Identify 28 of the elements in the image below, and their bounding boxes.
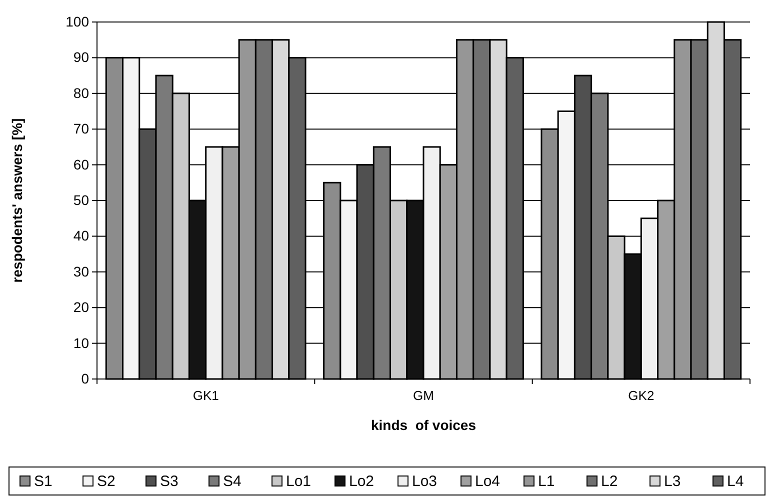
legend-label: L4: [727, 473, 744, 490]
y-tick-label: 30: [73, 263, 90, 280]
legend-label: S3: [160, 473, 178, 490]
legend-label: S2: [97, 473, 116, 490]
y-tick-label: 10: [73, 334, 90, 351]
legend-label: L2: [601, 473, 618, 490]
y-tick-label: 60: [73, 156, 90, 172]
y-tick-label: 80: [73, 84, 90, 101]
y-tick-label: 70: [73, 120, 90, 137]
x-tick-label: GK2: [628, 388, 654, 404]
legend-label: Lo3: [412, 473, 438, 490]
legend-label: Lo1: [286, 473, 312, 490]
y-tick-label: 90: [73, 49, 90, 66]
legend-label: S1: [34, 473, 52, 490]
x-axis-title: kinds of voices: [370, 417, 476, 433]
legend-label: Lo2: [349, 473, 374, 490]
y-tick-label: 20: [73, 299, 90, 316]
x-tick-label: GK1: [192, 388, 219, 404]
y-tick-label: 100: [66, 13, 90, 30]
y-axis-title: respodents' answers [%]: [9, 118, 25, 283]
legend-label: S4: [223, 473, 242, 490]
y-tick-label: 0: [81, 370, 90, 386]
y-tick-label: 40: [73, 228, 90, 244]
legend-label: Lo4: [475, 473, 500, 490]
legend-label: L3: [664, 473, 681, 490]
legend-label: L1: [538, 473, 555, 490]
x-tick-label: GM: [413, 388, 434, 404]
y-tick-label: 50: [73, 192, 90, 208]
